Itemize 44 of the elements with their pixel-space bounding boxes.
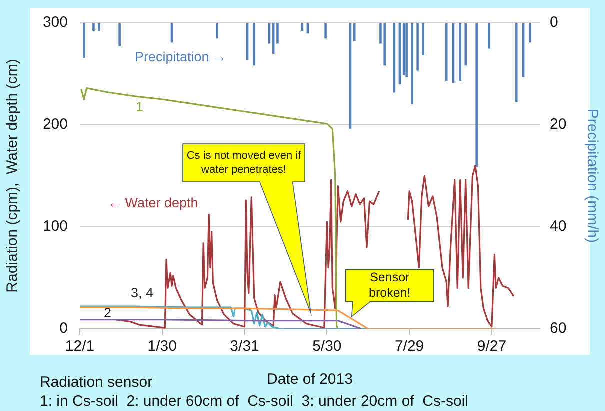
bar	[445, 23, 448, 81]
x-tick-label: 3/31	[230, 338, 260, 356]
series-label: 1	[136, 100, 144, 115]
bar	[92, 23, 95, 31]
series-label: ← Water depth	[108, 196, 198, 211]
y-tick-label: 300	[42, 14, 68, 32]
bar	[488, 23, 490, 49]
annotation: Sensor broken!	[369, 270, 411, 300]
y-tick-label: 0	[60, 320, 68, 338]
bar	[464, 23, 467, 66]
text: 1: in Cs-soil 2: under 60cm of Cs-soil 3: under 20cm of Cs-soil	[40, 393, 468, 410]
bar	[324, 23, 327, 39]
bar	[422, 23, 424, 56]
y2-tick-label: 40	[550, 218, 567, 236]
y-axis-title: Radiation (cpm), Water depth (cm)	[4, 59, 22, 293]
y2-axis-title: Precipitation (mm/h)	[584, 108, 601, 244]
bar	[276, 23, 279, 44]
bar	[406, 23, 408, 78]
y2-tick-label: 20	[550, 116, 567, 134]
bar	[459, 23, 462, 81]
bar	[216, 23, 218, 39]
x-tick-label: 12/1	[65, 338, 95, 356]
bar	[118, 23, 121, 46]
bar	[416, 23, 419, 71]
bar	[411, 23, 414, 104]
x-tick-label: 7/29	[394, 338, 424, 356]
x-tick-label: 5/30	[312, 338, 342, 356]
y2-tick-label: 60	[550, 320, 567, 338]
y2-tick-label: 0	[550, 14, 558, 32]
y-tick-label: 100	[42, 218, 68, 236]
x-tick-label: 1/30	[148, 338, 177, 356]
annotation: Cs is not moved even if water penetrates!	[186, 150, 302, 176]
series-label: 3, 4	[131, 286, 154, 301]
x-tick-label: 9/27	[477, 338, 507, 356]
bar	[516, 23, 518, 102]
text: Radiation sensor	[40, 374, 153, 392]
bar	[353, 23, 356, 42]
y-tick-label: 200	[42, 116, 68, 134]
x-axis-title: Date of 2013	[267, 371, 353, 388]
series-label: 2	[104, 306, 112, 321]
bar	[476, 23, 478, 168]
series-label: Precipitation →	[135, 50, 227, 65]
bar	[384, 23, 386, 66]
bar	[98, 23, 100, 31]
